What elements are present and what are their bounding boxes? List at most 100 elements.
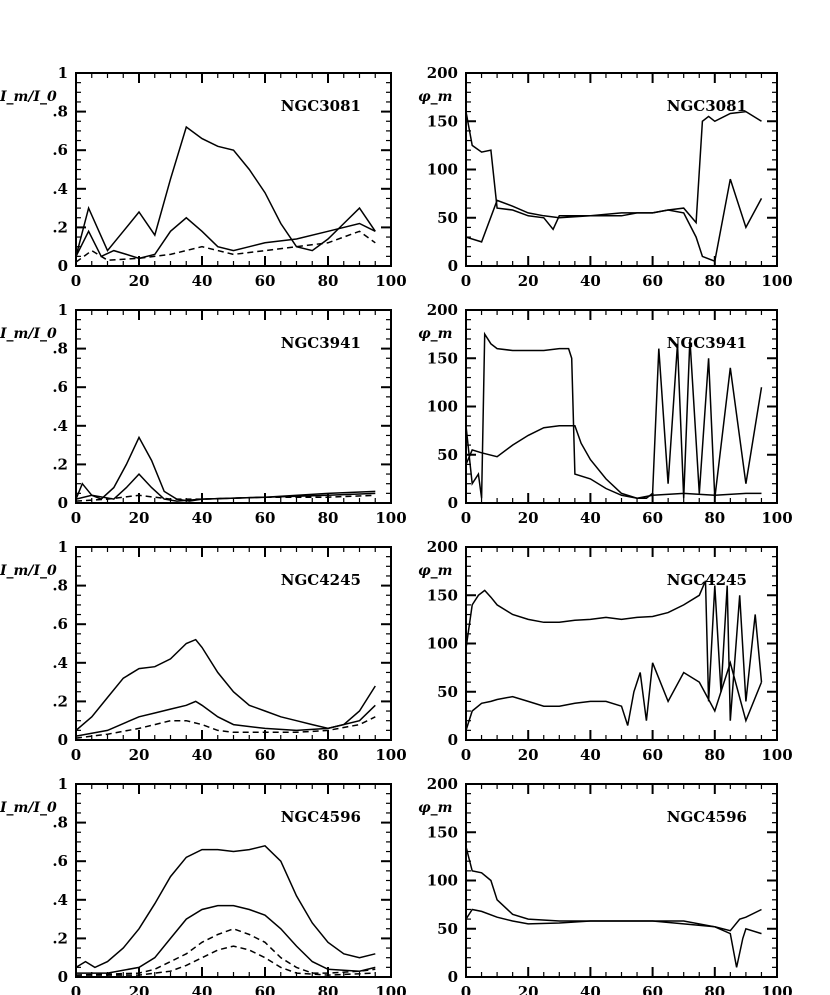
y-tick-label: 100	[427, 635, 458, 653]
y-tick-label: .6	[52, 141, 68, 159]
series-line-0	[466, 331, 763, 499]
panel-2: 0 20 40 60 80 100 0 .2 .4 .6 .8 1I_m/I_0 NGC3941	[0, 301, 407, 527]
x-tick-label: 100	[375, 509, 406, 527]
y-tick-label: 150	[427, 349, 458, 367]
panel-4: 0 20 40 60 80 100 0 .2 .4 .6 .8 1I_m/I_0 NGC4245	[0, 538, 407, 764]
x-tick-label: 0	[71, 746, 81, 764]
x-tick-label: 20	[129, 272, 150, 290]
panel-title: NGC3941	[281, 334, 361, 352]
x-tick-label: 80	[704, 746, 725, 764]
panel-3: 0 20 40 60 80 100 0 50 100 150 200 φ_m NGC3941	[418, 301, 793, 527]
series-line-3	[76, 945, 376, 976]
x-tick-label: 40	[192, 746, 213, 764]
series-line-0	[466, 846, 762, 932]
panel-title: NGC4245	[281, 571, 361, 589]
x-tick-label: 40	[192, 983, 213, 995]
x-tick-label: 80	[318, 983, 339, 995]
y-axis-label: I_m/I_0	[0, 800, 57, 816]
x-tick-label: 0	[461, 272, 471, 290]
y-tick-label: .6	[52, 615, 68, 633]
x-tick-label: 40	[580, 746, 601, 764]
panel-6: 0 20 40 60 80 100 0 .2 .4 .6 .8 1I_m/I_0 NGC4596	[0, 775, 407, 995]
y-tick-label: 0	[58, 257, 68, 275]
y-tick-label: 100	[427, 872, 458, 890]
y-tick-label: .2	[52, 455, 68, 473]
y-tick-label: 50	[437, 683, 458, 701]
y-tick-label: 150	[427, 112, 458, 130]
y-tick-label: .4	[52, 654, 68, 672]
panel-0: 0 20 40 60 80 100 0 .2 .4 .6 .8 1I_m/I_0 NGC3081	[0, 64, 407, 290]
x-tick-label: 100	[761, 272, 792, 290]
y-tick-label: .4	[52, 417, 68, 435]
x-tick-label: 100	[761, 983, 792, 995]
y-tick-label: .2	[52, 929, 68, 947]
y-tick-label: 50	[437, 920, 458, 938]
panel-7: 0 20 40 60 80 100 0 50 100 150 200 φ_m NGC4596	[418, 775, 793, 995]
y-tick-label: 50	[437, 209, 458, 227]
x-tick-label: 20	[518, 746, 539, 764]
series-line-1	[76, 904, 376, 974]
x-tick-label: 60	[642, 983, 663, 995]
x-tick-label: 20	[518, 509, 539, 527]
x-tick-label: 0	[71, 509, 81, 527]
y-tick-label: 150	[427, 586, 458, 604]
x-tick-label: 80	[704, 509, 725, 527]
series-line-0	[76, 435, 376, 502]
series-line-0	[76, 125, 376, 257]
series-line-2	[76, 928, 376, 976]
x-tick-label: 0	[461, 746, 471, 764]
y-tick-label: .6	[52, 378, 68, 396]
x-tick-label: 0	[461, 983, 471, 995]
series-line-1	[466, 425, 762, 499]
x-tick-label: 40	[580, 509, 601, 527]
x-tick-label: 100	[375, 746, 406, 764]
y-axis-label: I_m/I_0	[0, 89, 57, 105]
x-tick-label: 60	[642, 509, 663, 527]
y-tick-label: 1	[58, 538, 68, 556]
panel-title: NGC3081	[667, 97, 747, 115]
y-tick-label: 200	[427, 301, 458, 319]
y-tick-label: 0	[448, 257, 458, 275]
y-tick-label: .4	[52, 180, 68, 198]
x-tick-label: 40	[192, 509, 213, 527]
x-tick-label: 60	[255, 746, 276, 764]
x-tick-label: 20	[129, 983, 150, 995]
x-tick-label: 60	[642, 272, 663, 290]
series-line-2	[76, 494, 376, 502]
series-line-1	[466, 178, 763, 263]
x-tick-label: 0	[71, 272, 81, 290]
series-line-1	[466, 660, 763, 731]
x-tick-label: 100	[761, 746, 792, 764]
x-tick-label: 100	[375, 983, 406, 995]
y-tick-label: 0	[58, 731, 68, 749]
y-axis-label: I_m/I_0	[0, 563, 57, 579]
x-tick-label: 60	[255, 272, 276, 290]
x-tick-label: 0	[461, 509, 471, 527]
series-line-1	[76, 700, 376, 737]
x-tick-label: 80	[704, 983, 725, 995]
y-tick-label: .2	[52, 218, 68, 236]
panel-title: NGC3941	[667, 334, 747, 352]
y-tick-label: 100	[427, 161, 458, 179]
panel-title: NGC4596	[281, 808, 361, 826]
y-tick-label: 200	[427, 775, 458, 793]
y-axis-label: I_m/I_0	[0, 326, 57, 342]
panel-title: NGC4596	[667, 808, 747, 826]
series-line-0	[466, 110, 762, 231]
y-tick-label: 0	[58, 494, 68, 512]
y-tick-label: 100	[427, 398, 458, 416]
y-tick-label: .4	[52, 891, 68, 909]
y-tick-label: .8	[52, 814, 68, 832]
y-axis-label: φ_m	[418, 89, 452, 105]
x-tick-label: 100	[375, 272, 406, 290]
series-line-2	[76, 230, 376, 263]
y-tick-label: .2	[52, 692, 68, 710]
x-tick-label: 20	[129, 746, 150, 764]
x-tick-label: 60	[642, 746, 663, 764]
y-tick-label: 0	[448, 968, 458, 986]
x-tick-label: 60	[255, 509, 276, 527]
series-line-1	[466, 908, 762, 968]
panel-1: 0 20 40 60 80 100 0 50 100 150 200 φ_m NGC3081	[418, 64, 793, 290]
y-tick-label: 0	[58, 968, 68, 986]
y-tick-label: .8	[52, 103, 68, 121]
